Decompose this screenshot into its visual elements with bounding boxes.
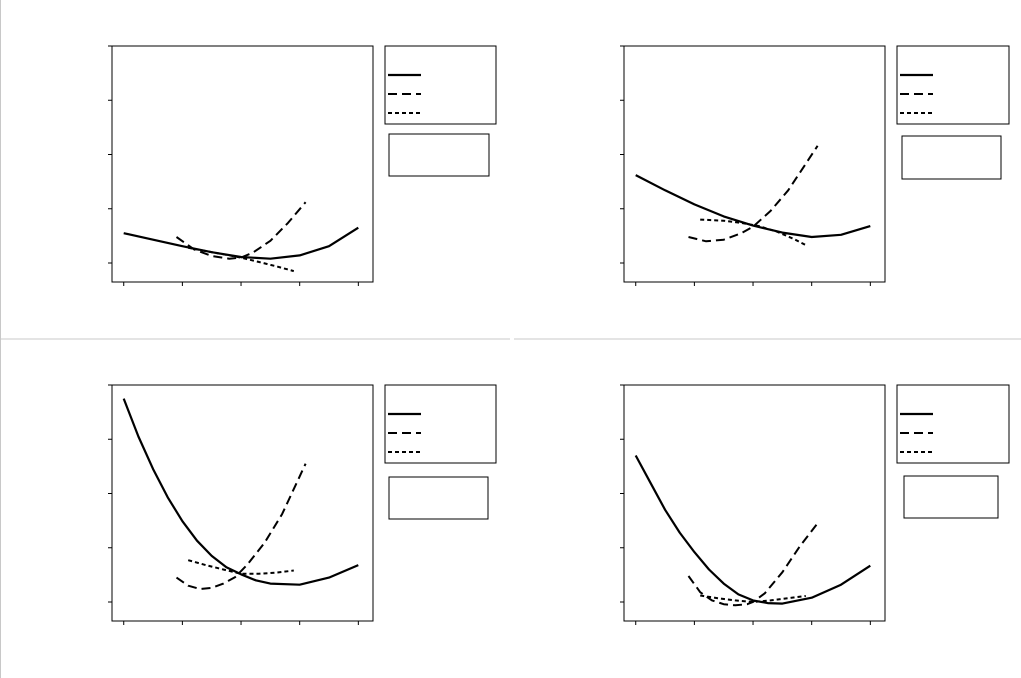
plot-frame [623,384,886,622]
info-box [388,133,490,177]
series-line-dotted [188,246,295,273]
series-line-dashed [687,522,819,607]
plot-frame [623,45,886,283]
plot-frame [111,45,374,283]
info-box [903,475,999,519]
series-line-solid [634,454,871,605]
series-line-dashed [175,463,307,590]
chart-panel-3 [108,384,497,625]
legend-box [896,45,1010,125]
series-line-dashed [688,145,819,243]
series-line-solid [635,174,871,239]
legend-box [384,45,497,125]
info-box [388,476,489,520]
plot-frame [111,384,374,622]
series-line-solid [122,398,359,586]
chart-panel-2 [620,45,1010,286]
chart-panel-1 [108,45,497,286]
legend-box [384,384,497,464]
legend-box [896,384,1010,464]
series-line-dotted [700,218,807,246]
info-box [901,135,1002,180]
series-line-dotted [700,594,806,603]
series-line-solid [123,226,359,260]
series-line-dashed [175,201,307,260]
chart-panel-4 [620,384,1010,625]
